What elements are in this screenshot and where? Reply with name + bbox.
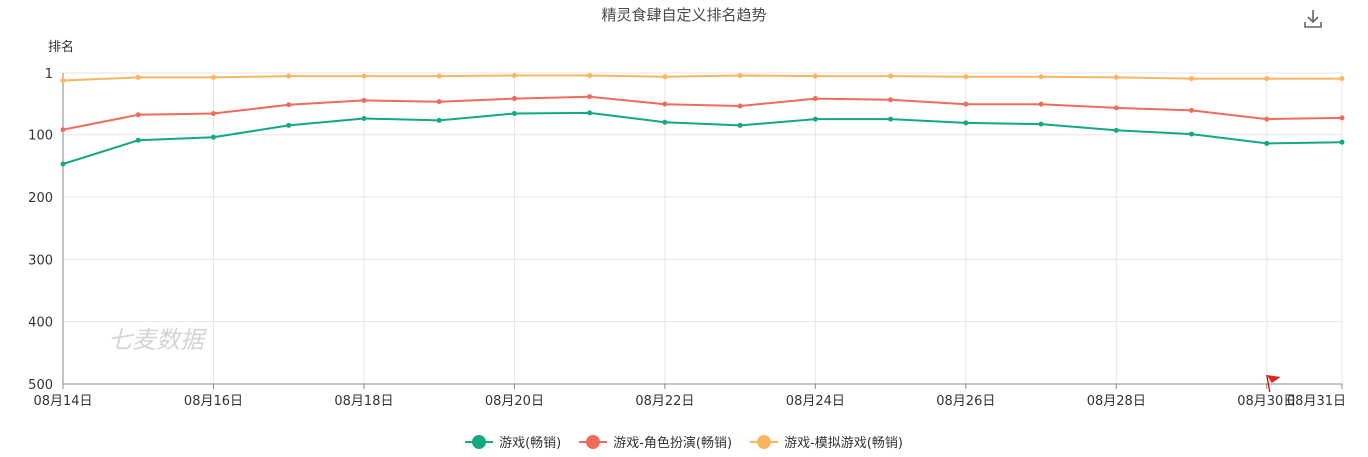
data-point[interactable]: [511, 72, 517, 78]
data-point[interactable]: [662, 119, 668, 125]
x-tick-label: 08月20日: [485, 394, 544, 409]
x-tick-label: 08月30日: [1237, 394, 1296, 409]
data-point[interactable]: [436, 73, 442, 79]
data-point[interactable]: [361, 73, 367, 79]
x-tick-label: 08月24日: [786, 394, 845, 409]
data-point[interactable]: [1264, 76, 1270, 82]
data-point[interactable]: [286, 73, 292, 79]
x-tick-label: 08月18日: [334, 394, 393, 409]
data-point[interactable]: [210, 74, 216, 80]
data-point[interactable]: [60, 161, 66, 167]
data-point[interactable]: [1113, 74, 1119, 80]
data-point[interactable]: [511, 111, 517, 117]
data-point[interactable]: [888, 97, 894, 103]
data-point[interactable]: [1189, 131, 1195, 137]
y-tick-label: 100: [28, 129, 53, 144]
data-point[interactable]: [812, 73, 818, 79]
data-point[interactable]: [1189, 107, 1195, 113]
data-point[interactable]: [737, 72, 743, 78]
series-line: [62, 95, 1343, 131]
data-point[interactable]: [1113, 105, 1119, 111]
data-point[interactable]: [210, 134, 216, 140]
series-line: [62, 74, 1342, 82]
data-point[interactable]: [662, 74, 668, 80]
data-point[interactable]: [1189, 76, 1195, 82]
legend-swatch: [465, 434, 494, 449]
data-point[interactable]: [888, 73, 894, 79]
legend-item[interactable]: 游戏-角色扮演(畅销): [579, 432, 732, 451]
y-tick-label: 400: [28, 316, 53, 331]
series-line: [62, 111, 1343, 165]
data-point[interactable]: [436, 99, 442, 105]
data-point[interactable]: [587, 72, 593, 78]
data-point[interactable]: [662, 101, 668, 107]
data-point[interactable]: [1038, 121, 1044, 127]
legend-label: 游戏-角色扮演(畅销): [613, 436, 733, 451]
legend-label: 游戏(畅销): [499, 436, 562, 451]
data-point[interactable]: [135, 74, 141, 80]
data-point[interactable]: [1339, 139, 1345, 145]
data-point[interactable]: [1264, 116, 1270, 122]
y-tick-label: 200: [28, 191, 53, 206]
data-point[interactable]: [210, 111, 216, 117]
x-tick-label: 08月14日: [33, 394, 92, 409]
y-tick-label: 1: [45, 67, 53, 82]
data-point[interactable]: [737, 103, 743, 109]
x-tick-label: 08月22日: [635, 394, 694, 409]
y-tick-label: 300: [28, 253, 53, 268]
data-point[interactable]: [286, 102, 292, 108]
data-point[interactable]: [1113, 127, 1119, 133]
data-point[interactable]: [135, 137, 141, 143]
y-axis-label: 排名: [48, 39, 74, 55]
flag-icon[interactable]: [1266, 374, 1281, 393]
legend-item[interactable]: 游戏-模拟游戏(畅销): [750, 432, 903, 451]
legend-swatch: [579, 434, 608, 449]
data-point[interactable]: [812, 96, 818, 102]
legend-label: 游戏-模拟游戏(畅销): [784, 436, 903, 451]
data-point[interactable]: [963, 74, 969, 80]
chart-legend: 游戏(畅销) 游戏-角色扮演(畅销) 游戏-模拟游戏(畅销): [0, 432, 1368, 451]
data-point[interactable]: [361, 97, 367, 103]
data-point[interactable]: [737, 122, 743, 128]
data-point[interactable]: [436, 117, 442, 123]
x-tick-label: 08月31日: [1287, 394, 1346, 409]
chart-title: 精灵食肆自定义排名趋势: [601, 6, 767, 24]
x-tick-label: 08月28日: [1087, 394, 1146, 409]
watermark: 七麦数据: [108, 326, 207, 354]
data-point[interactable]: [888, 116, 894, 122]
download-icon[interactable]: [1302, 8, 1324, 30]
data-point[interactable]: [1038, 101, 1044, 107]
data-point[interactable]: [286, 122, 292, 128]
legend-swatch: [750, 434, 779, 449]
data-point[interactable]: [135, 112, 141, 118]
data-point[interactable]: [361, 115, 367, 121]
data-point[interactable]: [511, 96, 517, 102]
data-point[interactable]: [1339, 115, 1345, 121]
x-tick-label: 08月26日: [936, 394, 995, 409]
legend-item[interactable]: 游戏(畅销): [465, 432, 561, 451]
x-tick-label: 08月16日: [184, 394, 243, 409]
data-point[interactable]: [587, 110, 593, 116]
y-tick-label: 500: [28, 378, 53, 393]
data-point[interactable]: [60, 127, 66, 133]
data-point[interactable]: [60, 77, 66, 83]
data-point[interactable]: [963, 120, 969, 126]
data-point[interactable]: [812, 116, 818, 122]
data-point[interactable]: [1038, 74, 1044, 80]
data-point[interactable]: [1264, 140, 1270, 146]
data-point[interactable]: [587, 94, 593, 100]
data-point[interactable]: [1339, 76, 1345, 82]
data-point[interactable]: [963, 101, 969, 107]
